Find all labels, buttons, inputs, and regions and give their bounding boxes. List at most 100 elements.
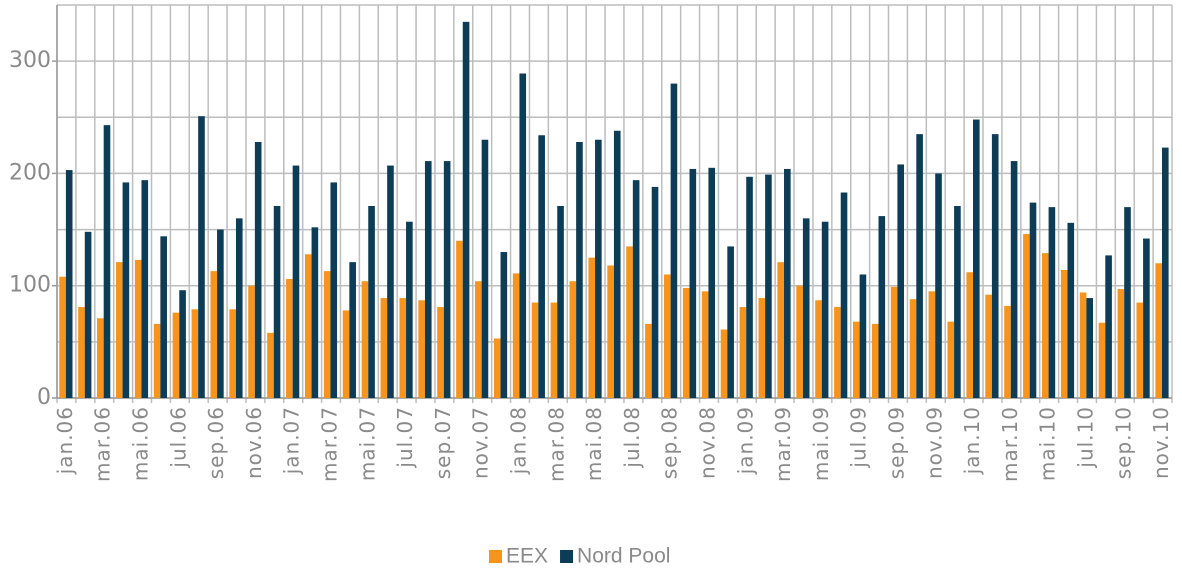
x-tick-label: mai.10 (1036, 406, 1060, 481)
bar (519, 73, 527, 398)
bar (311, 227, 319, 398)
bar (1079, 292, 1087, 398)
bar (424, 161, 432, 398)
x-tick-label: jul.07 (393, 406, 417, 469)
bar (682, 287, 690, 398)
bar (758, 298, 766, 398)
bar (1136, 302, 1144, 398)
x-tick-label: mar.07 (318, 406, 342, 482)
bar (323, 271, 331, 398)
bar (1155, 263, 1162, 398)
legend-swatch (489, 550, 502, 563)
bar (557, 205, 564, 398)
bar (78, 307, 85, 398)
x-tick-label: jan.09 (733, 406, 757, 475)
bar (349, 262, 356, 398)
bar (286, 278, 293, 398)
bar (576, 141, 583, 398)
bar (1067, 222, 1075, 398)
bar (720, 329, 728, 398)
bar (172, 312, 180, 398)
bar (550, 302, 558, 398)
bar (613, 130, 621, 398)
bar (235, 218, 243, 398)
bar (689, 168, 697, 398)
x-tick-label: nov.09 (922, 406, 946, 479)
bar (1010, 161, 1018, 398)
x-tick-label: sep.06 (204, 406, 228, 479)
bar (708, 167, 716, 398)
bar (1098, 322, 1106, 398)
x-tick-label: nov.07 (469, 406, 493, 479)
bar (909, 299, 917, 398)
x-tick-label: sep.07 (431, 406, 455, 479)
bar (443, 161, 451, 398)
bar (1124, 207, 1131, 398)
bar (493, 338, 501, 398)
bar (626, 246, 633, 398)
bar (784, 168, 791, 398)
bar (1143, 238, 1150, 398)
y-tick-label: 100 (9, 273, 51, 298)
bar (115, 262, 123, 398)
bar (947, 321, 955, 398)
bar (481, 139, 489, 398)
bar (1004, 305, 1011, 398)
bar (852, 321, 860, 398)
bar (607, 265, 614, 398)
bar (897, 164, 905, 398)
legend-label: EEX (506, 545, 548, 568)
bar (1029, 202, 1037, 398)
bar (777, 262, 785, 398)
x-tick-label: nov.06 (242, 406, 266, 479)
bar (1086, 298, 1094, 398)
bar (462, 21, 470, 398)
x-tick-label: mar.06 (91, 406, 115, 482)
bar (871, 323, 879, 398)
bar (632, 180, 640, 398)
bar (122, 182, 130, 398)
bar (254, 141, 262, 398)
x-tick-label: sep.08 (658, 406, 682, 479)
bar (267, 332, 274, 398)
bar (456, 240, 463, 398)
bar (928, 291, 936, 398)
bar (179, 290, 186, 398)
x-tick-label: jan.10 (960, 406, 984, 475)
bar (538, 135, 545, 398)
bar (97, 318, 104, 398)
bar (368, 205, 375, 398)
bar (834, 307, 841, 398)
x-tick-label: mai.06 (129, 406, 153, 481)
bar (727, 246, 734, 398)
bar (645, 323, 652, 398)
x-tick-label: mar.08 (544, 406, 568, 482)
x-tick-label: mar.10 (998, 406, 1022, 482)
bar (304, 254, 312, 398)
x-tick-label: jul.09 (847, 406, 871, 469)
x-tick-label: mai.08 (582, 406, 606, 481)
bar (65, 170, 73, 398)
bar (588, 257, 596, 398)
bar (701, 291, 709, 398)
x-tick-label: sep.09 (884, 406, 908, 479)
x-tick-label: jul.08 (620, 406, 644, 469)
bar (361, 281, 369, 398)
bar (437, 307, 444, 398)
bar (664, 274, 671, 398)
x-tick-label: jan.06 (53, 406, 77, 475)
bar (1060, 269, 1068, 398)
bar (890, 286, 898, 398)
bar (59, 276, 66, 398)
bar (670, 83, 678, 398)
bar (103, 125, 111, 398)
bar (765, 174, 772, 398)
bar (1023, 234, 1030, 398)
bar (916, 134, 923, 398)
x-tick-label: nov.08 (695, 406, 719, 479)
bar (954, 205, 961, 398)
bar (475, 281, 482, 398)
bar (248, 285, 255, 398)
bar (985, 294, 992, 398)
